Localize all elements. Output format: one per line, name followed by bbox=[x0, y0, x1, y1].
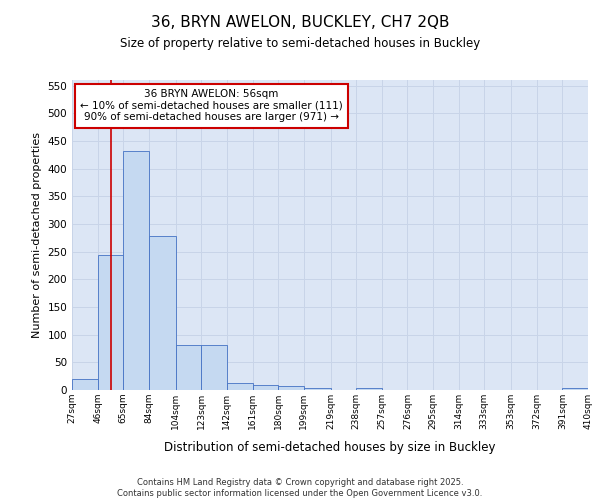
Bar bbox=[202, 344, 227, 390]
Bar bbox=[98, 255, 123, 390]
Bar bbox=[278, 386, 304, 390]
Y-axis label: Number of semi-detached properties: Number of semi-detached properties bbox=[32, 132, 42, 338]
Text: 36, BRYN AWELON, BUCKLEY, CH7 2QB: 36, BRYN AWELON, BUCKLEY, CH7 2QB bbox=[151, 15, 449, 30]
Text: 36 BRYN AWELON: 56sqm
← 10% of semi-detached houses are smaller (111)
90% of sem: 36 BRYN AWELON: 56sqm ← 10% of semi-deta… bbox=[80, 90, 343, 122]
Bar bbox=[227, 383, 253, 390]
Bar bbox=[304, 388, 331, 390]
Bar bbox=[356, 388, 382, 390]
Text: Contains HM Land Registry data © Crown copyright and database right 2025.
Contai: Contains HM Land Registry data © Crown c… bbox=[118, 478, 482, 498]
Text: Size of property relative to semi-detached houses in Buckley: Size of property relative to semi-detach… bbox=[120, 38, 480, 51]
Bar bbox=[123, 151, 149, 390]
Bar bbox=[72, 379, 98, 390]
Bar bbox=[176, 344, 202, 390]
Bar bbox=[562, 388, 588, 390]
Bar bbox=[253, 385, 278, 390]
Text: Distribution of semi-detached houses by size in Buckley: Distribution of semi-detached houses by … bbox=[164, 441, 496, 454]
Bar bbox=[149, 236, 176, 390]
